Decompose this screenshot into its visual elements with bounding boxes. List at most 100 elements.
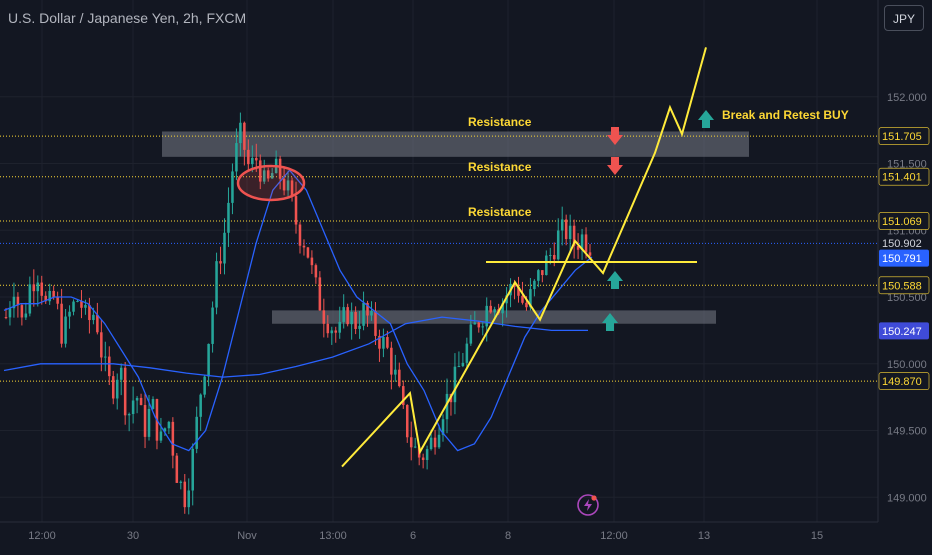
candle <box>167 421 171 429</box>
candle <box>429 437 433 450</box>
candle <box>104 356 107 358</box>
candle <box>382 337 385 349</box>
candle <box>529 289 532 308</box>
candle <box>28 284 32 314</box>
candle <box>310 257 314 266</box>
candle <box>60 303 63 344</box>
candle <box>262 170 266 182</box>
candle <box>398 369 401 387</box>
candle <box>390 347 393 375</box>
candle <box>445 393 449 420</box>
candle <box>366 302 369 316</box>
projection-path <box>341 47 707 468</box>
candle <box>219 261 222 264</box>
support-arrow-1-icon <box>607 271 623 289</box>
candle <box>346 307 349 325</box>
candle <box>564 219 568 240</box>
candle <box>68 311 71 317</box>
support-arrow-2-icon <box>602 313 618 331</box>
currency-button[interactable]: JPY <box>884 5 924 31</box>
candle <box>44 295 47 302</box>
candle <box>111 376 115 399</box>
candle <box>413 446 417 448</box>
candle <box>314 265 318 278</box>
candle <box>350 311 353 325</box>
candle <box>179 481 183 483</box>
candle <box>461 362 465 367</box>
candle <box>270 173 274 179</box>
candle <box>437 434 441 448</box>
candle <box>513 283 516 287</box>
candle <box>64 316 67 344</box>
resistance-label-2: Resistance <box>468 160 532 174</box>
candle <box>338 321 341 333</box>
y-tick-label: 152.000 <box>887 92 927 104</box>
candle <box>247 149 250 165</box>
candle <box>433 437 437 448</box>
candle <box>143 405 147 437</box>
candle <box>40 282 44 296</box>
highlight-ellipse <box>236 164 306 202</box>
candle <box>493 309 496 313</box>
x-tick-label: 30 <box>127 530 139 542</box>
candle <box>92 314 95 321</box>
candle <box>20 305 24 318</box>
candle <box>318 277 322 311</box>
candle <box>286 180 290 191</box>
candle <box>572 225 576 246</box>
ma-fast-line <box>3 169 593 452</box>
y-tick-label: 149.000 <box>887 492 927 504</box>
candle <box>537 270 540 281</box>
price-label-bg <box>878 276 930 295</box>
x-tick-label: 6 <box>410 530 416 542</box>
x-tick-label: 8 <box>505 530 511 542</box>
candle <box>298 224 302 246</box>
price-label: 151.069 <box>882 216 922 228</box>
candle <box>159 431 163 441</box>
candle <box>127 414 131 416</box>
price-label: 150.791 <box>882 253 922 265</box>
candle <box>545 255 548 276</box>
price-label: 151.705 <box>882 131 922 143</box>
candle <box>123 367 127 416</box>
candle <box>251 157 254 165</box>
candle <box>243 122 246 150</box>
candle <box>290 180 294 197</box>
price-label-bg <box>878 212 930 230</box>
candle <box>425 449 429 461</box>
candle <box>370 310 373 316</box>
candle <box>147 408 151 437</box>
candle <box>354 311 357 329</box>
candle <box>469 324 473 344</box>
candle <box>171 421 175 456</box>
candle <box>374 310 377 336</box>
candle <box>465 343 469 363</box>
candle <box>255 157 258 161</box>
candle <box>84 304 87 308</box>
candle <box>576 245 580 250</box>
candle <box>163 428 167 432</box>
price-label-bg <box>878 167 930 186</box>
candle <box>481 326 485 328</box>
candle <box>362 302 365 326</box>
price-label: 150.902 <box>882 238 922 250</box>
x-tick-label: Nov <box>237 530 257 542</box>
candle <box>24 313 28 318</box>
candle <box>88 304 91 321</box>
candle <box>302 245 306 248</box>
candle <box>235 143 238 172</box>
candle <box>584 234 588 253</box>
candle <box>322 310 326 324</box>
candle <box>199 394 202 417</box>
price-label-bg <box>878 127 930 145</box>
candle <box>552 255 556 260</box>
candle <box>135 397 139 401</box>
candle <box>342 307 345 322</box>
candle <box>588 252 592 256</box>
lightning-icon[interactable] <box>577 494 599 516</box>
candle <box>227 202 230 233</box>
candle <box>421 457 425 461</box>
candle <box>151 399 155 409</box>
